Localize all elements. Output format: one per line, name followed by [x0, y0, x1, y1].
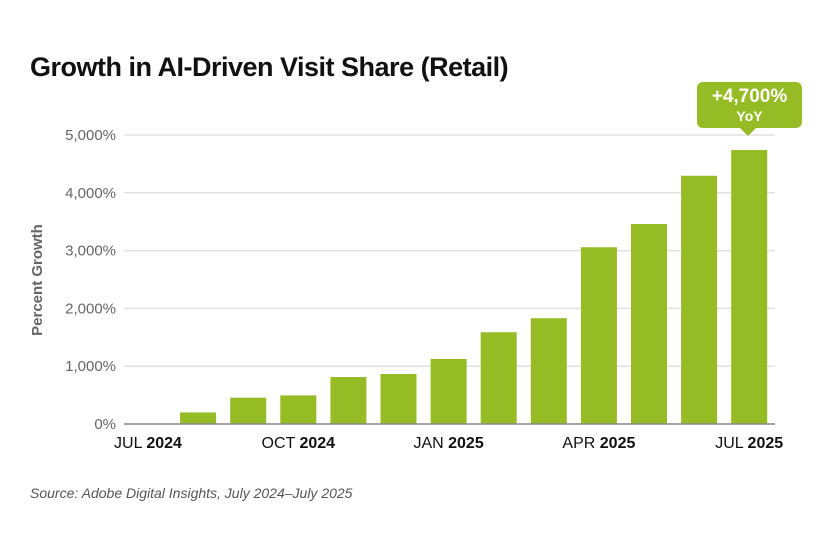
annotation-sub: YoY — [736, 108, 763, 124]
x-tick-label: JUL 2025 — [715, 435, 783, 452]
bar-jun-2025 — [681, 175, 718, 424]
bar-jul-2025 — [731, 150, 768, 424]
yoy-annotation-badge: +4,700% YoY — [697, 82, 802, 136]
x-tick-label: APR 2025 — [562, 435, 635, 452]
x-tick-label: JAN 2025 — [413, 435, 483, 452]
y-tick-label: 5,000% — [65, 127, 116, 144]
annotation-value: +4,700% — [711, 86, 788, 107]
bar-apr-2025 — [580, 247, 617, 424]
y-tick-label: 1,000% — [65, 358, 116, 375]
y-tick-label: 4,000% — [65, 185, 116, 202]
x-tick-label: JUL 2024 — [114, 435, 182, 452]
x-tick-label: OCT 2024 — [262, 435, 336, 452]
bar-mar-2025 — [530, 318, 567, 424]
bar-dec-2024 — [380, 374, 417, 424]
bar-aug-2024 — [180, 412, 217, 424]
y-tick-label: 2,000% — [65, 300, 116, 317]
bar-nov-2024 — [330, 377, 367, 424]
bar-feb-2025 — [480, 332, 517, 424]
source-note: Source: Adobe Digital Insights, July 202… — [30, 485, 353, 501]
y-tick-label: 3,000% — [65, 243, 116, 260]
bar-oct-2024 — [280, 395, 317, 424]
y-axis-label: Percent Growth — [29, 224, 46, 336]
bar-may-2025 — [631, 224, 667, 424]
y-tick-label: 0% — [94, 416, 116, 433]
bar-jan-2025 — [430, 358, 467, 424]
chart-title: Growth in AI-Driven Visit Share (Retail) — [30, 52, 509, 82]
bar-sep-2024 — [230, 397, 267, 424]
